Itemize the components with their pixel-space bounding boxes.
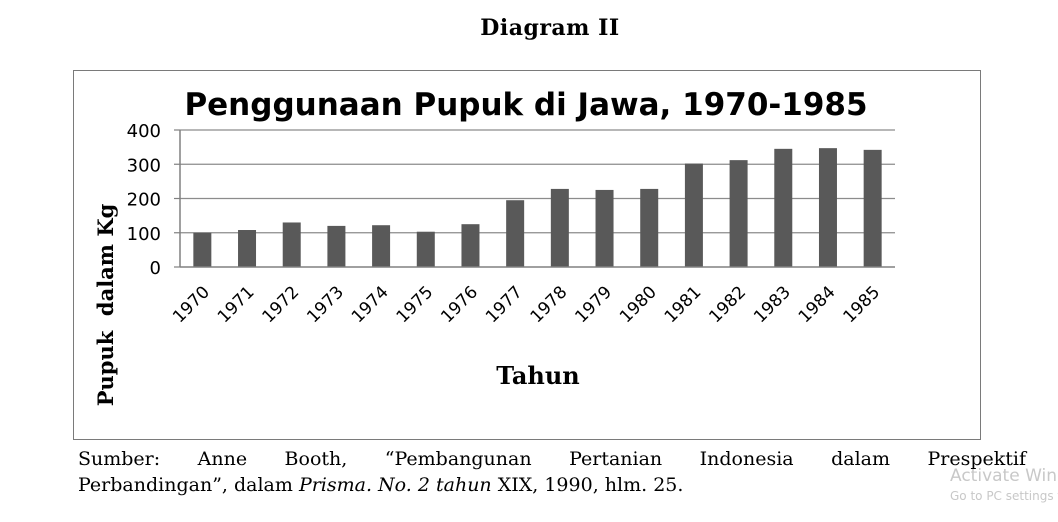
x-tick-label-1979: 1979 — [571, 282, 616, 327]
bar-1983 — [774, 148, 793, 267]
bar-1985 — [863, 149, 882, 267]
x-tick-label-1978: 1978 — [527, 282, 572, 327]
bar-1979 — [595, 189, 614, 267]
y-axis-label: Pupuk dalam Kg — [93, 203, 118, 406]
x-tick-label-1974: 1974 — [348, 282, 393, 327]
bar-1978 — [550, 188, 569, 267]
caption-line-2-start: Perbandingan”, dalam — [78, 474, 299, 496]
x-tick-label-1985: 1985 — [839, 282, 884, 327]
bar-1970 — [193, 232, 212, 267]
y-tick-label: 200 — [127, 190, 161, 211]
y-tick-label: 400 — [127, 121, 161, 142]
x-axis-label: Tahun — [496, 361, 579, 390]
diagram-heading: Diagram II — [480, 15, 620, 41]
bar-1972 — [282, 222, 301, 267]
caption-line-1: Sumber: Anne Booth, “Pembangunan Pertani… — [78, 448, 1026, 470]
bar-1982 — [729, 160, 748, 267]
bar-1980 — [640, 188, 659, 267]
watermark-line-2: Go to PC settings to activate Windows. — [950, 489, 1058, 503]
caption-line-2: Perbandingan”, dalam Prisma. No. 2 tahun… — [78, 472, 1026, 498]
x-tick-label-1972: 1972 — [259, 282, 304, 327]
y-tick-label: 300 — [127, 155, 161, 176]
caption-journal: Prisma. No. 2 tahun — [298, 474, 492, 496]
x-tick-label-1980: 1980 — [616, 282, 661, 327]
x-tick-label-1977: 1977 — [482, 282, 527, 327]
caption-line-2-end: XIX, 1990, hlm. 25. — [491, 474, 684, 496]
x-tick-labels: 1970 1971 1972 1973 1974 1975 1976 1977 1978 1979… — [169, 282, 884, 327]
bar-1984 — [818, 148, 837, 267]
y-tick-labels: 0 100 200 300 400 — [127, 121, 161, 279]
x-tick-label-1981: 1981 — [661, 282, 706, 327]
bar-1975 — [416, 231, 435, 267]
y-tick-label: 100 — [127, 224, 161, 245]
x-tick-label-1971: 1971 — [214, 282, 259, 327]
y-tick-label: 0 — [150, 258, 161, 279]
bar-1977 — [506, 200, 525, 267]
x-tick-label-1970: 1970 — [169, 282, 214, 327]
bars — [193, 148, 882, 267]
x-tick-label-1975: 1975 — [393, 282, 438, 327]
chart-title: Penggunaan Pupuk di Jawa, 1970-1985 — [184, 87, 867, 123]
bar-1973 — [327, 225, 346, 267]
activation-watermark: Activate Windows Go to PC settings to ac… — [950, 466, 1058, 503]
x-tick-label-1973: 1973 — [303, 282, 348, 327]
x-tick-label-1982: 1982 — [705, 282, 750, 327]
bar-1981 — [684, 163, 703, 267]
x-tick-label-1984: 1984 — [795, 282, 840, 327]
bar-1974 — [372, 225, 391, 267]
watermark-line-1: Activate Windows — [950, 466, 1058, 486]
bar-1976 — [461, 224, 480, 267]
bar-1971 — [238, 230, 257, 267]
source-caption: Sumber: Anne Booth, “Pembangunan Pertani… — [78, 446, 1026, 498]
chart-frame — [73, 70, 981, 440]
x-tick-label-1976: 1976 — [437, 282, 482, 327]
x-tick-label-1983: 1983 — [750, 282, 795, 327]
